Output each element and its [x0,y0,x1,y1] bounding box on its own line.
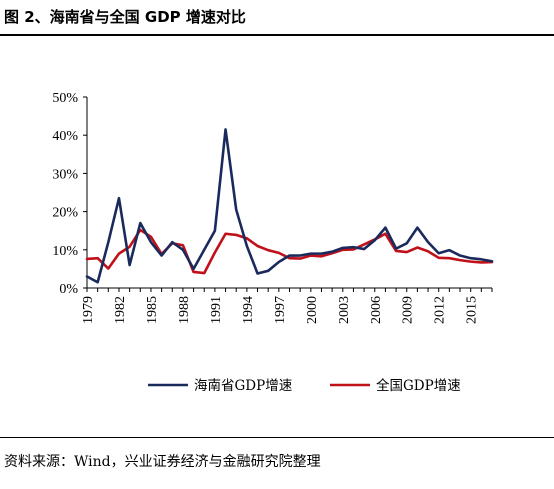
x-tick-label: 2009 [401,296,416,324]
y-tick-label: 10% [52,244,78,259]
y-tick-label: 50% [52,91,78,106]
x-tick-label: 1979 [81,296,96,324]
x-tick-label: 1985 [145,296,160,324]
y-axis-ticks: 0% 10% 20% 30% 40% 50% [52,91,87,297]
title-rule [0,34,554,36]
x-tick-label: 2012 [433,296,448,324]
series-line-hainan [85,128,494,284]
source-rule [0,437,554,438]
y-tick-label: 0% [59,282,78,297]
legend-item-hainan-label: 海南省GDP增速 [194,378,292,394]
x-tick-label: 1988 [177,296,192,324]
x-axis-ticks: 1979 1982 1985 1988 1991 1994 1997 2000 2003 2006… [81,288,493,324]
x-tick-label: 2003 [337,296,352,324]
y-tick-label: 20% [52,206,78,221]
x-tick-label: 1982 [113,296,128,324]
source-note: 资料来源：Wind，兴业证券经济与金融研究院整理 [4,454,321,470]
x-tick-label: 2006 [369,296,384,324]
figure-title: 图 2、海南省与全国 GDP 增速对比 [4,8,246,26]
x-tick-label: 1997 [273,296,288,324]
x-tick-label: 1994 [241,296,256,324]
y-tick-label: 30% [52,167,78,182]
x-tick-label: 2000 [305,296,320,324]
y-tick-label: 40% [52,129,78,144]
line-chart: 0%10%20%30%40%50% 1979 1982 1985 1988 1991 19… [52,91,494,394]
x-tick-label: 2015 [465,296,480,324]
series-line-national [85,228,494,275]
legend: 海南省GDP增速 全国GDP增速 [148,377,461,394]
series-lines [85,128,494,284]
legend-item-national-label: 全国GDP增速 [376,377,461,394]
x-tick-label: 1991 [209,296,224,324]
